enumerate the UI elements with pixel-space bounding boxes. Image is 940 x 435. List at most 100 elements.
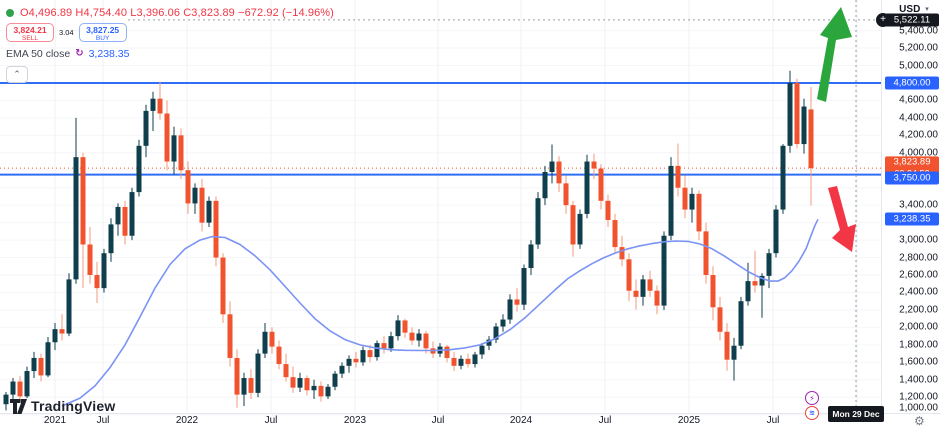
candle-body	[570, 205, 576, 245]
price-tick-label: 4,200.00	[899, 129, 938, 141]
candle-body	[388, 336, 394, 349]
candle-body	[808, 109, 814, 169]
time-tick-label[interactable]: 2025	[677, 415, 701, 426]
candle-body	[332, 373, 338, 387]
candle-body	[73, 157, 79, 280]
currency-dropdown[interactable]: USD ▾	[890, 2, 938, 16]
candle-body	[143, 110, 149, 146]
price-tick-label: 2,200.00	[899, 304, 938, 316]
candle-body	[773, 209, 779, 254]
candle-body	[199, 187, 205, 223]
time-tick-label[interactable]: Jul	[598, 415, 612, 426]
sell-label: SELL	[22, 34, 38, 42]
sell-button[interactable]: 3,824.21 SELL	[6, 23, 54, 42]
price-tick-label: 2,000.00	[899, 321, 938, 333]
candle-body	[668, 165, 674, 236]
candle-body	[220, 257, 226, 315]
overlay-broker-icons: ⚡ ≋	[805, 391, 819, 421]
price-tick-label: 2,400.00	[899, 286, 938, 298]
candle-body	[367, 350, 373, 358]
candle-body	[626, 259, 632, 291]
price-tick-label: 4,600.00	[899, 94, 938, 106]
time-tick-label[interactable]: 2021	[43, 415, 67, 426]
ema-50-line[interactable]	[61, 218, 819, 407]
price-badge-blue: 4,800.00	[885, 76, 939, 90]
crosshair-date-label: Mon 29 Dec '25	[828, 406, 884, 435]
candle-body	[297, 378, 303, 388]
candle-body	[311, 385, 317, 391]
time-tick-label[interactable]: 2022	[175, 415, 199, 426]
candle-body	[318, 385, 324, 397]
globe-broker-icon[interactable]: ≋	[805, 406, 819, 420]
candle-body	[689, 193, 695, 210]
arrow-down-drawing[interactable]	[828, 186, 856, 252]
sell-price: 3,824.21	[13, 25, 47, 35]
candle-body	[794, 82, 800, 145]
candle-body	[682, 187, 688, 210]
time-tick-label[interactable]: Jul	[96, 415, 110, 426]
candle-body	[710, 275, 716, 308]
candle-body	[395, 320, 401, 337]
price-tick-label: 1,800.00	[899, 339, 938, 351]
candle-body	[157, 98, 163, 114]
buy-price: 3,827.25	[86, 25, 120, 35]
candle-body	[24, 371, 30, 397]
time-tick-label[interactable]: Jul	[766, 415, 780, 426]
time-axis-divider	[0, 413, 940, 414]
candle-body	[31, 357, 37, 372]
time-tick-label[interactable]: Jul	[431, 415, 445, 426]
candle-body	[514, 299, 520, 305]
candle-body	[80, 157, 86, 245]
price-tick-label: 5,200.00	[899, 42, 938, 54]
candle-body	[360, 350, 366, 363]
market-status-dot	[6, 8, 14, 17]
candle-body	[192, 187, 198, 204]
buy-label: BUY	[95, 34, 110, 42]
candle-body	[416, 333, 422, 341]
candle-body	[150, 98, 156, 111]
tradingview-logo-icon	[10, 398, 27, 414]
candle-body	[521, 268, 527, 305]
collapse-legend-button[interactable]: ⌃	[6, 66, 28, 83]
price-tick-label: 5,000.00	[899, 60, 938, 71]
candle-body	[444, 346, 450, 358]
candle-body	[556, 161, 562, 184]
candle-body	[262, 331, 268, 354]
price-tick-label: 4,400.00	[899, 112, 938, 124]
candle-body	[325, 386, 331, 397]
candle-body	[171, 135, 177, 162]
candle-body	[136, 145, 142, 193]
candle-body	[577, 213, 583, 245]
indicator-name[interactable]: EMA 50 close	[6, 47, 71, 60]
price-tick-label: 3,400.00	[899, 199, 938, 211]
candle-body	[661, 235, 667, 306]
candle-body	[486, 339, 492, 346]
spread-value: 3.04	[59, 28, 74, 37]
candle-body	[17, 381, 23, 397]
indicator-loop-icon[interactable]: ↻	[75, 48, 84, 59]
boost-lightning-icon[interactable]: ⚡	[805, 391, 819, 405]
time-tick-label[interactable]: 2024	[509, 415, 533, 426]
candle-body	[738, 301, 744, 346]
buy-button[interactable]: 3,827.25 BUY	[78, 23, 127, 42]
time-tick-label[interactable]: Jul	[264, 415, 278, 426]
candle-body	[493, 326, 499, 340]
candle-body	[745, 281, 751, 302]
arrow-up-drawing[interactable]	[817, 7, 852, 102]
candle-body	[549, 161, 555, 173]
symbol-legend: O4,496.89 H4,754.40 L3,396.06 C3,823.89 …	[6, 5, 334, 83]
candle-body	[101, 253, 107, 289]
candle-body	[766, 253, 772, 276]
candle-body	[115, 206, 121, 225]
candle-body	[374, 343, 380, 358]
time-tick-label[interactable]: 2023	[343, 415, 367, 426]
scale-settings-gear-icon[interactable]: ⚙	[914, 414, 925, 428]
price-tick-label: 5,400.00	[899, 25, 938, 37]
add-alert-plus-icon[interactable]: +	[876, 13, 890, 27]
candle-body	[269, 331, 275, 347]
candle-body	[500, 319, 506, 327]
candle-body	[108, 224, 114, 254]
tradingview-logo[interactable]: TradingView	[10, 398, 115, 414]
candle-body	[290, 377, 296, 388]
